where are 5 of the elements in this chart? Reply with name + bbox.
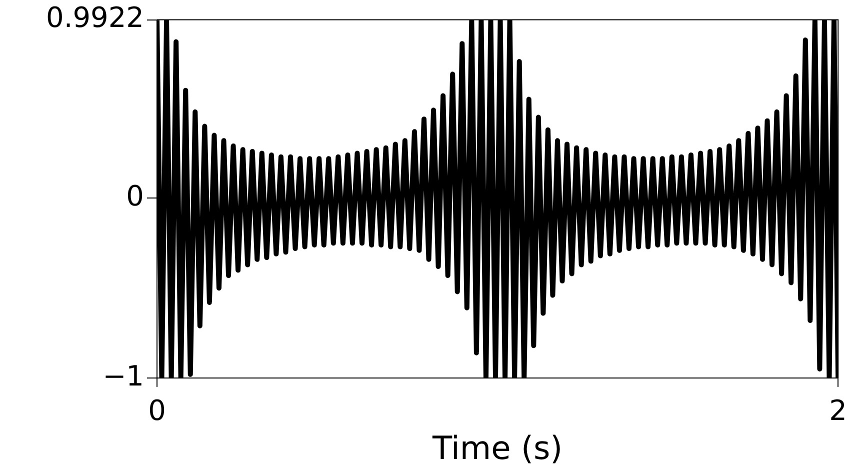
y-tick-label: −1 bbox=[102, 359, 144, 392]
y-tick-label: 0 bbox=[126, 179, 144, 212]
y-tick-label: 0.9922 bbox=[46, 1, 144, 34]
x-tick-label: 2 bbox=[829, 394, 848, 428]
x-axis-title: Time (s) bbox=[431, 429, 563, 468]
